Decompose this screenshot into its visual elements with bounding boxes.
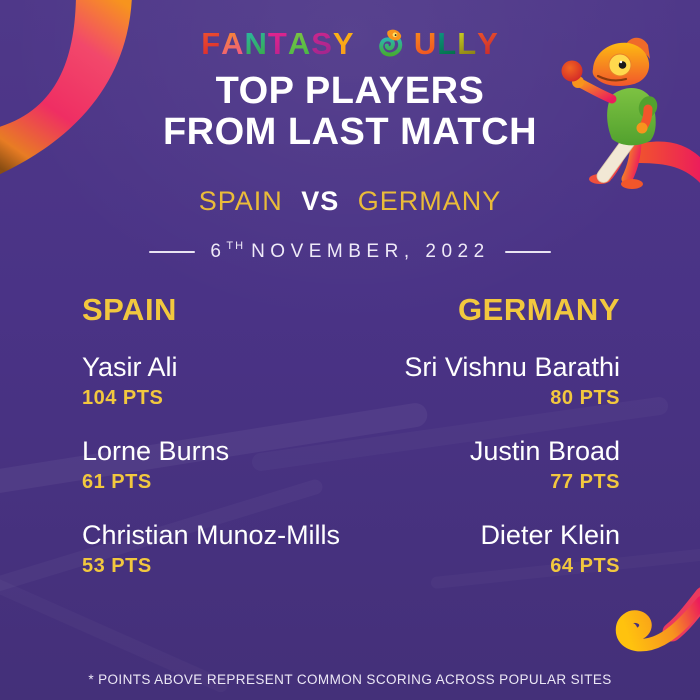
logo-letter-l: L: [457, 26, 478, 61]
player-row: Sri Vishnu Barathi 80 PTS: [351, 352, 620, 410]
player-name: Sri Vishnu Barathi: [404, 352, 620, 382]
logo-letter-u: U: [413, 26, 438, 61]
date-rest: NOVEMBER, 2022: [251, 241, 490, 262]
footer-disclaimer: * POINTS ABOVE REPRESENT COMMON SCORING …: [88, 672, 612, 687]
logo-letter-s: S: [311, 26, 333, 61]
date-day: 6: [210, 241, 227, 262]
player-name: Christian Munoz-Mills: [82, 520, 341, 550]
team-column-germany: GERMANY Sri Vishnu Barathi 80 PTS Justin…: [351, 292, 620, 604]
team-column-spain: SPAIN Yasir Ali 104 PTS Lorne Burns 61 P…: [82, 292, 351, 604]
matchup-team1: SPAIN: [198, 186, 283, 216]
player-name: Yasir Ali: [82, 352, 178, 382]
player-points: 77 PTS: [550, 471, 620, 493]
player-name: Justin Broad: [469, 436, 620, 466]
logo-letter-a: A: [287, 26, 312, 61]
player-row: Lorne Burns 61 PTS: [82, 436, 351, 494]
matchup-vs: VS: [301, 186, 340, 216]
player-points: 104 PTS: [82, 387, 164, 409]
logo-letter-y: Y: [477, 26, 499, 61]
player-row: Dieter Klein 64 PTS: [351, 520, 620, 578]
matchup-team2: GERMANY: [357, 186, 502, 216]
player-points: 61 PTS: [82, 471, 152, 493]
fantasy-gully-logo: FANTASY ULLY: [0, 26, 700, 62]
page-title: TOP PLAYERS FROM LAST MATCH: [0, 71, 700, 153]
logo-letter-y: Y: [332, 26, 355, 61]
logo-letter-l: L: [437, 26, 458, 61]
matchup-line: SPAIN VS GERMANY: [0, 186, 700, 217]
team-header: GERMANY: [458, 292, 620, 327]
logo-letter-n: N: [244, 26, 268, 61]
player-row: Christian Munoz-Mills 53 PTS: [82, 520, 351, 578]
player-row: Justin Broad 77 PTS: [351, 436, 620, 494]
date-rule-right: [504, 250, 551, 253]
title-line1: TOP PLAYERS: [215, 70, 485, 112]
chameleon-g-icon: [379, 29, 403, 57]
player-columns: SPAIN Yasir Ali 104 PTS Lorne Burns 61 P…: [82, 292, 620, 604]
team-header: SPAIN: [82, 292, 177, 327]
player-row: Yasir Ali 104 PTS: [82, 352, 351, 410]
logo-letter-a: A: [221, 26, 245, 61]
player-name: Dieter Klein: [480, 520, 620, 550]
logo-letter-t: T: [267, 26, 288, 61]
player-points: 64 PTS: [550, 555, 620, 577]
player-points: 53 PTS: [82, 555, 152, 577]
player-points: 80 PTS: [550, 387, 620, 409]
title-line2: FROM LAST MATCH: [162, 111, 538, 153]
date-ordinal: TH: [226, 240, 246, 252]
date-rule-left: [149, 250, 196, 253]
logo-letter-f: F: [201, 26, 222, 61]
match-date: 6TH NOVEMBER, 2022: [0, 240, 700, 263]
player-name: Lorne Burns: [82, 436, 230, 466]
